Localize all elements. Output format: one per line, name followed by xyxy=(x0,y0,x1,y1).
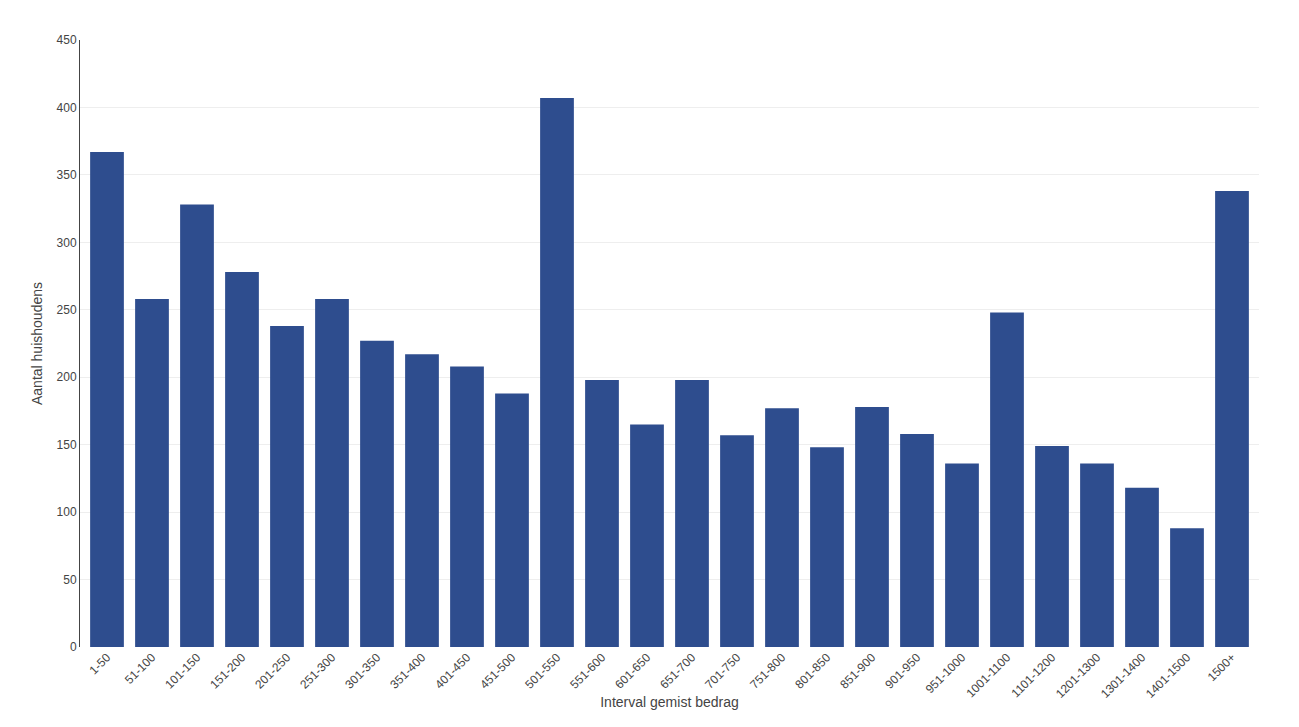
svg-text:551-600: 551-600 xyxy=(567,650,608,691)
svg-text:0: 0 xyxy=(70,640,77,654)
svg-text:651-700: 651-700 xyxy=(657,650,698,691)
svg-text:300: 300 xyxy=(57,236,77,250)
svg-text:451-500: 451-500 xyxy=(477,650,518,691)
svg-text:1401-1500: 1401-1500 xyxy=(1143,650,1194,701)
svg-text:701-750: 701-750 xyxy=(702,650,743,691)
svg-text:150: 150 xyxy=(57,438,77,452)
svg-text:Aantal huishoudens: Aantal huishoudens xyxy=(29,282,45,405)
svg-text:1500+: 1500+ xyxy=(1205,650,1239,684)
svg-text:250: 250 xyxy=(57,303,77,317)
svg-text:251-300: 251-300 xyxy=(297,650,338,691)
svg-text:51-100: 51-100 xyxy=(122,650,159,687)
svg-text:1201-1300: 1201-1300 xyxy=(1053,650,1104,701)
svg-text:901-950: 901-950 xyxy=(882,650,923,691)
svg-text:350: 350 xyxy=(57,168,77,182)
svg-text:400: 400 xyxy=(57,101,77,115)
svg-text:601-650: 601-650 xyxy=(612,650,653,691)
svg-text:200: 200 xyxy=(57,370,77,384)
svg-text:100: 100 xyxy=(57,505,77,519)
svg-text:450: 450 xyxy=(57,33,77,47)
svg-text:851-900: 851-900 xyxy=(837,650,878,691)
svg-text:801-850: 801-850 xyxy=(792,650,833,691)
svg-text:401-450: 401-450 xyxy=(432,650,473,691)
svg-text:301-350: 301-350 xyxy=(342,650,383,691)
svg-text:201-250: 201-250 xyxy=(252,650,293,691)
svg-text:751-800: 751-800 xyxy=(747,650,788,691)
svg-text:951-1000: 951-1000 xyxy=(923,650,969,696)
svg-text:351-400: 351-400 xyxy=(387,650,428,691)
svg-text:1301-1400: 1301-1400 xyxy=(1098,650,1149,701)
svg-text:50: 50 xyxy=(63,573,77,587)
svg-text:1101-1200: 1101-1200 xyxy=(1009,650,1059,700)
svg-text:Interval gemist bedrag: Interval gemist bedrag xyxy=(600,694,739,710)
svg-text:151-200: 151-200 xyxy=(207,650,248,691)
svg-text:101-150: 101-150 xyxy=(162,650,203,691)
svg-text:501-550: 501-550 xyxy=(522,650,563,691)
svg-text:1001-1100: 1001-1100 xyxy=(964,650,1014,700)
svg-text:1-50: 1-50 xyxy=(86,650,113,677)
